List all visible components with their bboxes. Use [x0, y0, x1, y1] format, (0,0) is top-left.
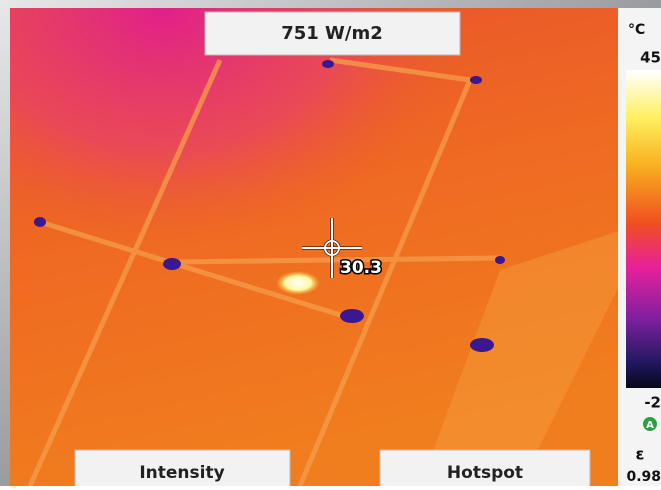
hotspot-button[interactable]: Hotspot: [379, 449, 591, 490]
scale-min: -2: [644, 394, 661, 412]
irradiance: 751 W/m2: [281, 23, 383, 44]
scale-unit: °C: [628, 22, 645, 38]
button-label[interactable]: Intensity: [139, 463, 224, 483]
mode-indicator: [643, 417, 657, 431]
intensity-button[interactable]: Intensity: [74, 449, 291, 490]
emissivity-symbol: ε: [636, 445, 645, 464]
spot-temperature: 30.3: [340, 258, 382, 278]
thermal-image: 30.3: [10, 8, 622, 488]
scale-max: 45: [640, 49, 661, 67]
scale-panel: °C 45 -2 A ε 0.98: [618, 8, 661, 486]
emissivity-value: 0.98: [626, 469, 661, 485]
irradiance-box: 751 W/m2: [204, 11, 461, 56]
color-bar: [626, 70, 661, 388]
crosshair: [302, 218, 362, 278]
button-label[interactable]: Hotspot: [447, 463, 523, 483]
mode-label: A: [646, 420, 654, 431]
